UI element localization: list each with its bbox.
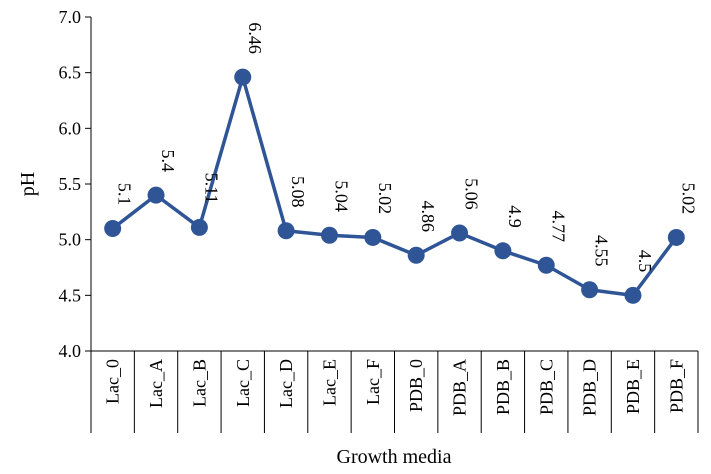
data-point <box>624 286 642 304</box>
data-point <box>320 226 338 244</box>
x-tick-label: Lac_F <box>363 359 383 405</box>
x-tick-label: Lac_C <box>233 359 253 407</box>
data-label: 5.04 <box>331 180 351 212</box>
data-point <box>234 68 252 86</box>
x-tick-label: PDB_C <box>536 359 556 415</box>
y-tick-label: 6.5 <box>59 63 82 83</box>
y-tick-label: 7.0 <box>59 7 82 27</box>
x-tick-label: PDB_B <box>493 359 513 415</box>
data-label: 5.02 <box>678 183 698 215</box>
x-tick-label: Lac_E <box>319 359 339 406</box>
data-point <box>537 256 555 274</box>
x-tick-label: PDB_A <box>450 359 470 416</box>
data-labels: 5.1 5.4 5.11 6.46 5.08 5.04 5.02 4.86 5.06 4.9 4.7… <box>115 22 699 272</box>
x-tick-label: Lac_D <box>276 359 296 408</box>
data-point <box>407 246 425 264</box>
data-label: 4.55 <box>592 235 612 267</box>
y-tick-label: 4.5 <box>59 285 82 305</box>
x-tick-label: Lac_B <box>189 359 209 407</box>
data-label: 4.5 <box>635 250 655 273</box>
data-label: 5.4 <box>158 150 178 173</box>
y-axis-label: pH <box>17 172 39 196</box>
data-point <box>277 222 295 240</box>
x-tick-label: Lac_A <box>146 359 166 408</box>
x-ticks: Lac_0 Lac_A Lac_B Lac_C Lac_D Lac_E Lac_F PDB_0… <box>90 351 699 433</box>
data-point <box>581 281 599 299</box>
y-tick-label: 5.5 <box>59 174 82 194</box>
data-point <box>147 186 165 204</box>
x-tick-label: PDB_D <box>580 359 600 416</box>
x-tick-label: PDB_F <box>666 359 686 413</box>
y-tick-label: 6.0 <box>59 118 82 138</box>
data-label: 6.46 <box>245 22 265 54</box>
data-label: 5.1 <box>115 183 135 206</box>
x-tick-label: Lac_0 <box>103 359 123 404</box>
data-point <box>451 224 469 242</box>
data-label: 4.77 <box>548 210 568 242</box>
data-points <box>104 68 685 304</box>
data-label: 4.9 <box>505 205 525 228</box>
data-point <box>364 228 382 246</box>
data-point <box>104 220 122 238</box>
data-label: 5.06 <box>462 178 482 210</box>
data-point <box>190 218 208 236</box>
y-ticks: 4.0 4.5 5.0 5.5 6.0 6.5 7.0 <box>59 7 91 361</box>
x-tick-label: PDB_0 <box>406 359 426 412</box>
x-tick-label: PDB_E <box>623 359 643 414</box>
data-label: 5.08 <box>288 176 308 208</box>
data-label: 5.02 <box>375 183 395 215</box>
data-label: 5.11 <box>201 173 221 204</box>
y-tick-label: 5.0 <box>59 230 82 250</box>
data-point <box>494 242 512 260</box>
y-tick-label: 4.0 <box>59 341 82 361</box>
data-label: 4.86 <box>418 200 438 232</box>
x-axis-label: Growth media <box>337 446 452 468</box>
data-point <box>667 228 685 246</box>
